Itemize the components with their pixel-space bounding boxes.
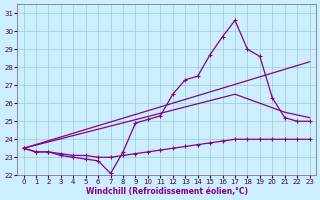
X-axis label: Windchill (Refroidissement éolien,°C): Windchill (Refroidissement éolien,°C) bbox=[85, 187, 248, 196]
